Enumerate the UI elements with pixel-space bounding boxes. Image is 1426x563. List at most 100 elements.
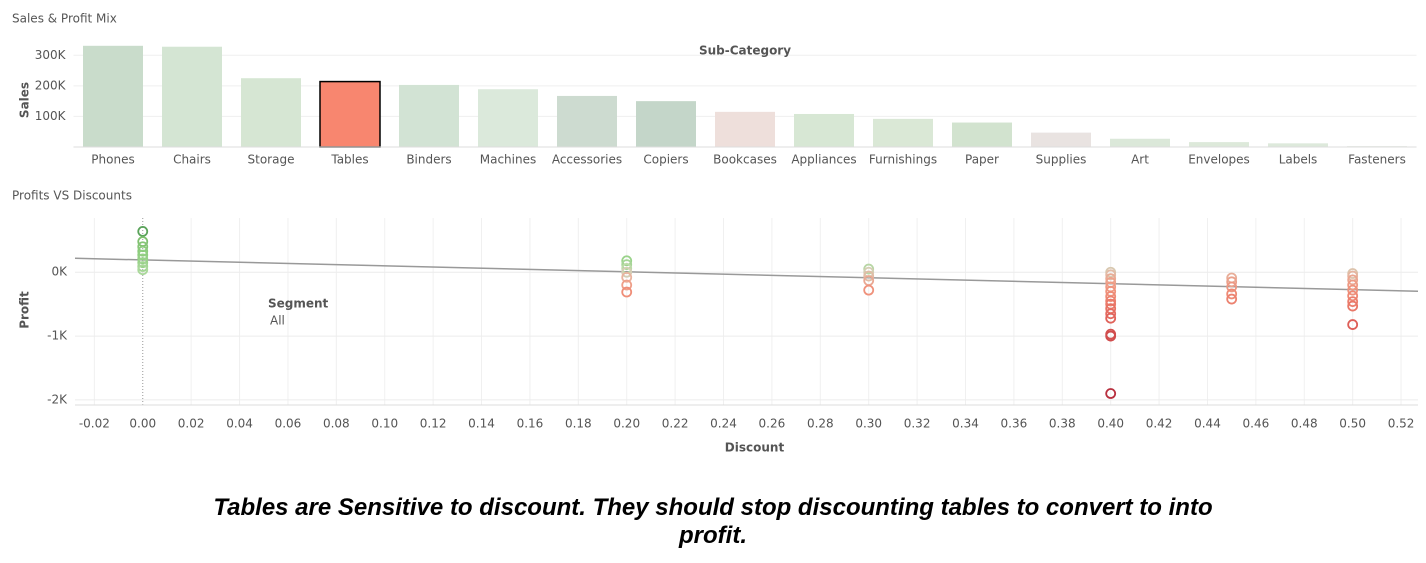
point <box>1105 388 1117 399</box>
x-tick-label: Fasteners <box>1348 153 1406 167</box>
point <box>1105 330 1117 342</box>
chart-title: Sales & Profit Mix <box>12 12 117 26</box>
x-tick-label: Labels <box>1279 153 1318 167</box>
x-tick-label: 0.10 <box>371 417 398 431</box>
point <box>621 286 633 298</box>
bar <box>478 89 538 147</box>
x-tick-label: Art <box>1131 153 1149 167</box>
x-tick-label: Furnishings <box>869 153 937 167</box>
point <box>621 271 633 283</box>
bar <box>952 122 1012 147</box>
x-tick-label: -0.02 <box>79 417 110 431</box>
x-tick-label: Machines <box>480 153 536 167</box>
bar <box>794 113 854 147</box>
x-tick-label: 0.24 <box>710 417 737 431</box>
x-tick-label: 0.06 <box>275 417 302 431</box>
y-axis-title: Profit <box>18 291 32 329</box>
point <box>621 279 633 291</box>
x-tick-label: 0.50 <box>1339 417 1366 431</box>
x-tick-label: 0.26 <box>759 417 786 431</box>
x-tick-label: 0.36 <box>1001 417 1028 431</box>
x-tick-label: 0.38 <box>1049 417 1076 431</box>
x-tick-label: 0.34 <box>952 417 979 431</box>
bar <box>1110 138 1170 147</box>
point <box>1347 284 1359 296</box>
y-axis-title: Sales <box>18 82 32 118</box>
point <box>137 261 149 272</box>
bar <box>1268 143 1328 147</box>
point <box>1347 279 1359 291</box>
point <box>621 266 633 278</box>
point <box>1105 308 1117 320</box>
bar <box>162 46 222 147</box>
bar <box>83 45 143 147</box>
bar <box>1189 142 1249 147</box>
x-tick-label: 0.04 <box>226 417 253 431</box>
bar <box>715 111 775 147</box>
x-tick-label: 0.48 <box>1291 417 1318 431</box>
x-tick-label: 0.40 <box>1097 417 1124 431</box>
x-tick-label: Appliances <box>791 153 856 167</box>
point <box>621 259 633 270</box>
point <box>137 253 149 265</box>
point <box>863 284 875 296</box>
x-tick-label: Storage <box>248 153 295 167</box>
point <box>1226 281 1238 293</box>
point <box>137 226 149 237</box>
point <box>1347 274 1359 286</box>
y-tick-label: 300K <box>35 48 67 62</box>
bar <box>1031 132 1091 147</box>
point <box>863 263 875 275</box>
x-axis-title: Discount <box>725 441 785 455</box>
point <box>1105 269 1117 281</box>
point <box>1105 291 1117 302</box>
legend-item: All <box>270 314 285 328</box>
bar <box>319 80 381 148</box>
y-tick-label: 0K <box>51 265 68 279</box>
x-tick-label: 0.02 <box>178 417 205 431</box>
point <box>1347 296 1359 308</box>
x-tick-label: 0.44 <box>1194 417 1221 431</box>
point <box>1105 312 1117 324</box>
x-tick-label: 0.16 <box>517 417 544 431</box>
x-tick-label: 0.20 <box>613 417 640 431</box>
y-tick-label: -2K <box>47 392 68 406</box>
point <box>137 264 149 276</box>
bar <box>873 118 933 147</box>
x-axis-title: Sub-Category <box>699 44 791 58</box>
caption: Tables are Sensitive to discount. They s… <box>213 494 1213 549</box>
point <box>1347 290 1359 302</box>
chart-title: Profits VS Discounts <box>12 189 132 203</box>
bar <box>399 84 459 147</box>
x-tick-label: Envelopes <box>1188 153 1250 167</box>
y-tick-label: 100K <box>35 109 67 123</box>
x-tick-label: 0.08 <box>323 417 350 431</box>
point <box>863 270 875 282</box>
x-tick-label: Copiers <box>643 153 688 167</box>
x-tick-label: Accessories <box>552 153 622 167</box>
x-tick-label: Chairs <box>173 153 211 167</box>
x-tick-label: Bookcases <box>713 153 777 167</box>
x-tick-label: 0.42 <box>1146 417 1173 431</box>
point <box>1226 288 1238 300</box>
point <box>1347 300 1359 312</box>
bar <box>636 101 696 147</box>
point <box>1226 293 1238 305</box>
x-tick-label: 0.22 <box>662 417 689 431</box>
point <box>1226 276 1238 288</box>
x-tick-label: 0.18 <box>565 417 592 431</box>
point <box>137 245 149 257</box>
x-tick-label: 0.28 <box>807 417 834 431</box>
x-tick-label: Binders <box>406 153 451 167</box>
x-tick-label: 0.32 <box>904 417 931 431</box>
bar <box>241 78 301 147</box>
x-tick-label: 0.52 <box>1388 417 1415 431</box>
dashboard: Sales & Profit Mix Sales 100K 200K 300K Sub-C… <box>12 12 1419 455</box>
point <box>621 255 633 267</box>
x-tick-label: 0.14 <box>468 417 495 431</box>
x-tick-label: 0.12 <box>420 417 447 431</box>
point <box>1105 295 1117 307</box>
x-tick-label: 0.00 <box>129 417 156 431</box>
x-tick-label: Supplies <box>1036 153 1087 167</box>
